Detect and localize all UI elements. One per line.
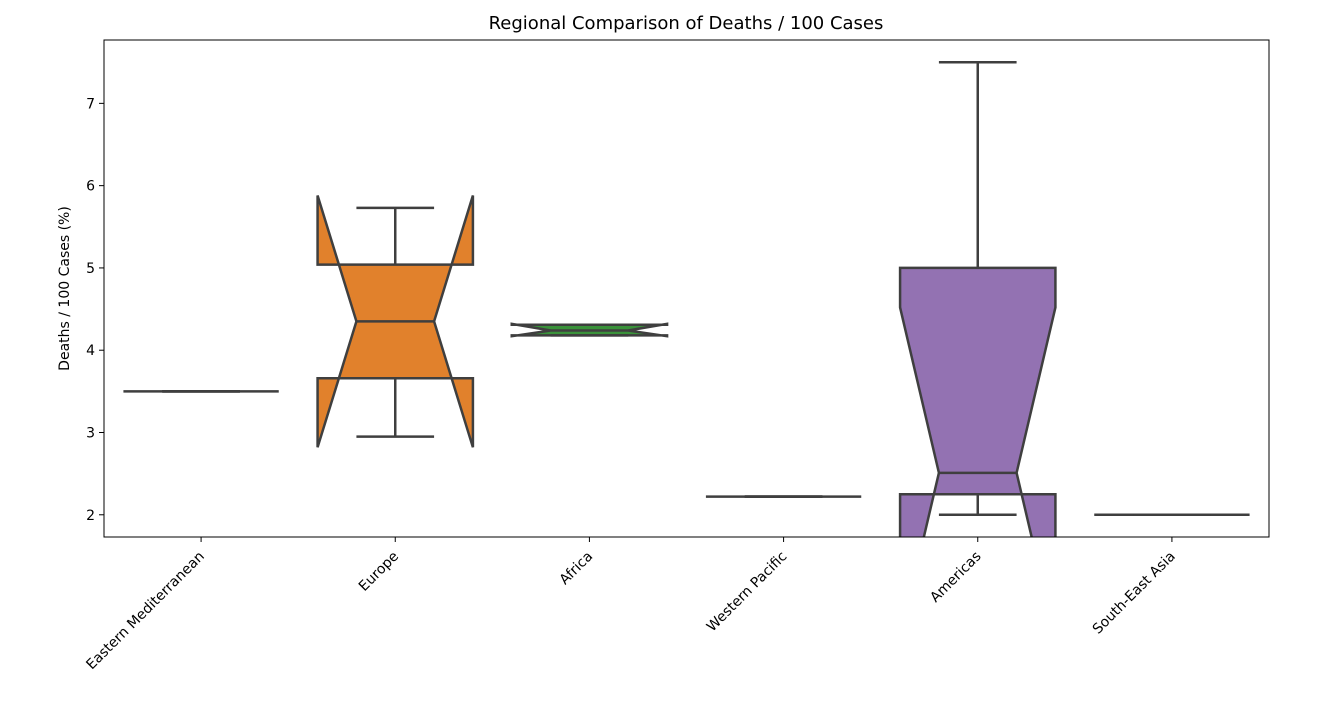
- y-tick-label: 6: [86, 179, 95, 195]
- box-americas: [898, 60, 1057, 537]
- plot-frame: [103, 39, 1270, 538]
- box-africa: [510, 322, 669, 338]
- box-body: [898, 266, 1057, 537]
- x-tick-label: Western Pacific: [704, 549, 791, 636]
- chart-title: Regional Comparison of Deaths / 100 Case…: [489, 13, 884, 34]
- y-tick-label: 4: [86, 343, 95, 359]
- box-europe: [316, 195, 475, 448]
- x-tick-label: Africa: [557, 549, 597, 589]
- x-tick-label: Eastern Mediterranean: [83, 549, 207, 673]
- plot-area: [123, 60, 1250, 537]
- x-tick-label: Americas: [927, 549, 984, 606]
- y-tick-label: 5: [86, 261, 95, 277]
- x-tick-label: Europe: [356, 549, 402, 595]
- y-tick-label: 3: [86, 425, 95, 441]
- y-axis-label: Deaths / 100 Cases (%): [57, 206, 73, 371]
- y-tick-label: 2: [86, 508, 95, 524]
- y-tick-label: 7: [86, 96, 95, 112]
- x-axis: Eastern Mediterranean Europe Africa Western…: [83, 537, 1179, 673]
- y-axis: 2 3 4 5 6 7: [86, 96, 104, 524]
- x-tick-label: South-East Asia: [1090, 549, 1179, 638]
